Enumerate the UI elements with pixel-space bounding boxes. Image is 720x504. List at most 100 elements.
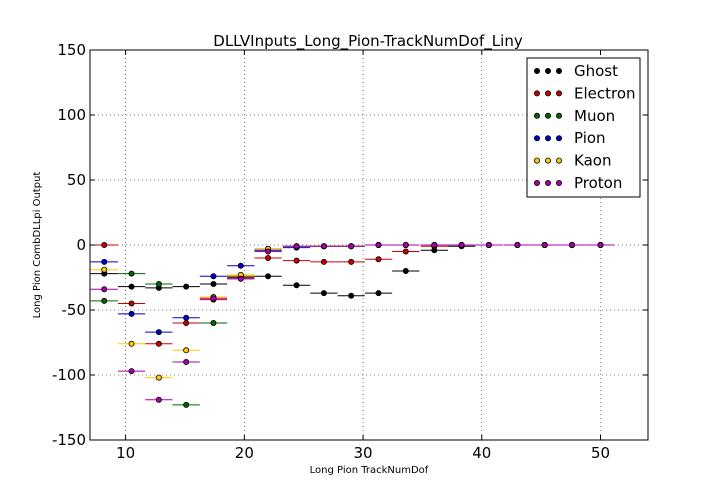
- data-point: [348, 292, 355, 299]
- y-tick-label: 150: [57, 41, 86, 59]
- legend-marker: [534, 135, 541, 142]
- legend-marker: [556, 157, 563, 164]
- x-tick-label: 40: [472, 444, 491, 462]
- legend-marker: [556, 179, 563, 186]
- series-ghost: [90, 241, 615, 299]
- legend-label: Muon: [574, 107, 615, 125]
- legend-label: Kaon: [574, 152, 611, 170]
- data-point: [183, 319, 190, 326]
- data-point: [183, 358, 190, 365]
- data-point: [128, 368, 135, 375]
- data-point: [101, 286, 108, 293]
- legend-marker: [534, 157, 541, 164]
- legend: Ghost Electron Muon Pion Kaon Proton: [526, 57, 641, 198]
- legend-marker: [534, 179, 541, 186]
- data-point: [402, 248, 409, 255]
- data-point: [210, 295, 217, 302]
- legend-marker: [545, 135, 552, 142]
- data-point: [320, 243, 327, 250]
- data-point: [265, 254, 272, 261]
- data-point: [348, 258, 355, 265]
- legend-item-pion: Pion: [534, 129, 606, 147]
- data-point: [155, 396, 162, 403]
- data-point: [101, 297, 108, 304]
- data-point: [101, 241, 108, 248]
- legend-item-electron: Electron: [534, 84, 636, 102]
- data-point: [402, 267, 409, 274]
- data-point: [210, 319, 217, 326]
- chart-title: DLLVInputs_Long_Pion-TrackNumDof_Liny: [213, 32, 523, 51]
- data-point: [128, 270, 135, 277]
- data-point: [541, 241, 548, 248]
- y-tick-label: 50: [67, 171, 86, 189]
- y-axis-label: Long Pion CombDLLpi Output: [32, 172, 43, 319]
- data-point: [375, 241, 382, 248]
- data-point: [155, 374, 162, 381]
- legend-box: [526, 57, 641, 198]
- x-tick-label: 20: [235, 444, 254, 462]
- legend-marker: [534, 112, 541, 119]
- data-point: [183, 314, 190, 321]
- data-point: [375, 290, 382, 297]
- series-layer: [90, 241, 615, 408]
- data-point: [293, 257, 300, 264]
- y-tick-label: -150: [52, 431, 86, 449]
- data-point: [128, 340, 135, 347]
- data-point: [155, 280, 162, 287]
- y-tick-label: 0: [76, 236, 86, 254]
- legend-marker: [545, 179, 552, 186]
- data-point: [183, 347, 190, 354]
- data-point: [320, 258, 327, 265]
- legend-marker: [545, 157, 552, 164]
- series-pion: [90, 241, 615, 336]
- x-axis-label: Long Pion TrackNumDof: [310, 465, 429, 476]
- x-tick-label: 50: [591, 444, 610, 462]
- data-point: [237, 275, 244, 282]
- data-point: [597, 241, 604, 248]
- legend-marker: [534, 68, 541, 75]
- data-point: [101, 258, 108, 265]
- legend-label: Proton: [574, 174, 622, 192]
- legend-marker: [545, 68, 552, 75]
- data-point: [128, 283, 135, 290]
- data-point: [569, 241, 576, 248]
- legend-marker: [556, 68, 563, 75]
- legend-item-kaon: Kaon: [534, 152, 611, 170]
- data-point: [183, 401, 190, 408]
- data-point: [402, 241, 409, 248]
- data-point: [320, 290, 327, 297]
- data-point: [375, 256, 382, 263]
- legend-marker: [534, 90, 541, 97]
- data-point: [237, 262, 244, 269]
- legend-item-muon: Muon: [534, 107, 615, 125]
- data-point: [155, 340, 162, 347]
- legend-item-proton: Proton: [534, 174, 622, 192]
- x-tick-label: 10: [116, 444, 135, 462]
- data-point: [458, 241, 465, 248]
- legend-marker: [545, 90, 552, 97]
- data-point: [485, 241, 492, 248]
- legend-marker: [556, 112, 563, 119]
- series-muon: [90, 241, 615, 408]
- data-point: [265, 273, 272, 280]
- data-point: [101, 266, 108, 273]
- legend-marker: [545, 112, 552, 119]
- y-tick-label: -50: [62, 301, 87, 319]
- legend-label: Ghost: [574, 62, 618, 80]
- ticks: 10 20 30 40 50 -150 -100 -50 0 50 100 150: [52, 41, 648, 462]
- data-point: [265, 248, 272, 255]
- data-point: [128, 300, 135, 307]
- x-tick-label: 30: [354, 444, 373, 462]
- legend-marker: [556, 90, 563, 97]
- legend-label: Pion: [574, 129, 606, 147]
- data-point: [293, 243, 300, 250]
- data-point: [128, 310, 135, 317]
- legend-marker: [556, 135, 563, 142]
- series-proton: [90, 241, 615, 403]
- data-point: [514, 241, 521, 248]
- data-point: [210, 280, 217, 287]
- legend-label: Electron: [574, 84, 636, 102]
- data-point: [293, 282, 300, 289]
- data-point: [210, 273, 217, 280]
